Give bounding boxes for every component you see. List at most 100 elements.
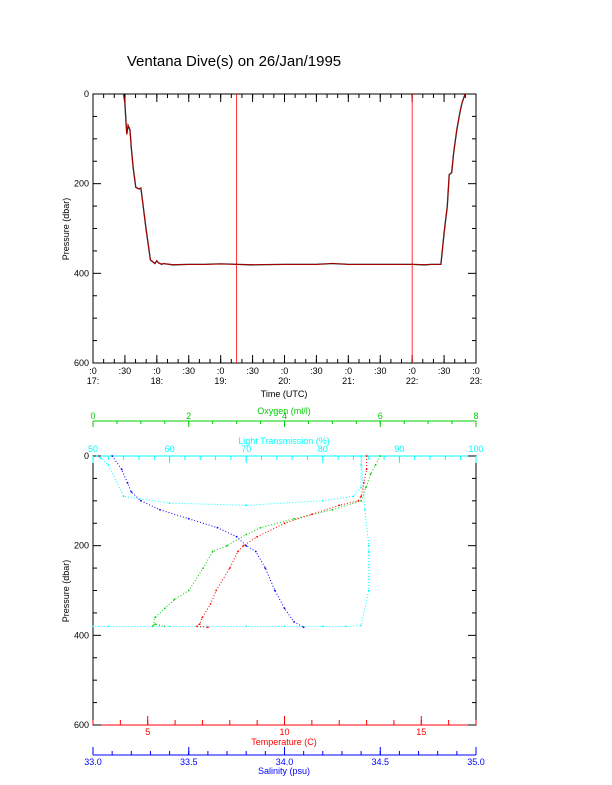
top-x-tick-label: :30 xyxy=(246,366,259,376)
salinity-tick-label: 34.5 xyxy=(371,757,389,767)
light-point xyxy=(344,625,347,628)
depth-trace-overlay xyxy=(123,93,466,266)
top-x-tick-hour: 18: xyxy=(151,376,164,386)
light-point xyxy=(283,625,286,628)
top-series xyxy=(122,93,466,266)
top-x-tick-label: :30 xyxy=(374,366,387,376)
temperature-point xyxy=(283,522,286,525)
oxygen-axis-label: Oxygen (ml/l) xyxy=(257,406,311,416)
oxygen-point xyxy=(187,589,190,592)
top-x-axis-label: Time (UTC) xyxy=(261,389,308,399)
light-point xyxy=(360,455,362,457)
oxygen-point xyxy=(154,623,157,625)
top-x-tick-label: :0 xyxy=(408,366,416,376)
light-tick-label: 100 xyxy=(468,444,483,454)
top-x-tick-label: :30 xyxy=(310,366,323,376)
light-point xyxy=(245,504,248,507)
light-point xyxy=(360,486,362,489)
oxygen-tick-label: 4 xyxy=(282,411,287,421)
oxygen-point xyxy=(173,598,176,601)
light-tick-label: 50 xyxy=(88,444,98,454)
temperature-point xyxy=(215,589,218,592)
top-y-axis: 0 200 400 600 xyxy=(74,89,476,368)
temperature-point xyxy=(256,535,258,538)
light-point xyxy=(122,495,125,498)
temperature-point xyxy=(228,567,231,569)
top-x-tick-label: :30 xyxy=(182,366,195,376)
salinity-point xyxy=(159,508,161,511)
top-y-tick-label: 0 xyxy=(84,89,89,99)
light-point xyxy=(367,589,370,592)
bottom-plot-frame xyxy=(92,455,477,726)
salinity-point xyxy=(111,455,114,457)
top-x-tick-label: :0 xyxy=(472,366,480,376)
light-tick-label: 70 xyxy=(241,444,251,454)
salinity-axis-label: Salinity (psu) xyxy=(258,766,310,776)
temperature-point xyxy=(196,625,198,628)
oxygen-tick-label: 2 xyxy=(186,411,191,421)
oxygen-point xyxy=(293,517,295,520)
top-x-tick-hour: 20: xyxy=(278,376,291,386)
salinity-point xyxy=(235,535,238,538)
top-marker-lines xyxy=(236,94,413,363)
top-x-tick-label: :0 xyxy=(281,366,289,376)
top-x-tick-hour: 22: xyxy=(406,376,419,386)
light-axis-label: Light Transmission (%) xyxy=(238,436,330,446)
temperature-point xyxy=(242,544,245,547)
salinity-point xyxy=(274,589,276,592)
light-point xyxy=(360,624,362,627)
bottom-series xyxy=(92,455,382,629)
temperature-point xyxy=(201,616,204,619)
temperature-point xyxy=(365,455,368,457)
salinity-point xyxy=(293,621,295,623)
light-point xyxy=(107,464,110,466)
temperature-tick-label: 5 xyxy=(145,727,150,737)
oxygen-point xyxy=(360,499,362,502)
top-x-tick-hour: 19: xyxy=(214,376,227,386)
light-point xyxy=(92,625,94,628)
light-point xyxy=(367,550,370,553)
top-x-tick-hour: 23: xyxy=(470,376,483,386)
top-x-tick-label: :30 xyxy=(119,366,132,376)
temperature-axis-label: Temperature (C) xyxy=(251,737,317,747)
light-point xyxy=(321,625,324,628)
top-x-tick-label: :0 xyxy=(345,366,353,376)
salinity-point xyxy=(120,468,123,471)
light-point xyxy=(360,464,362,466)
salinity-point xyxy=(302,626,305,629)
light-tick-label: 90 xyxy=(394,444,404,454)
bottom-y-axis: 0 200 400 600 xyxy=(74,451,476,730)
temperature-point xyxy=(207,626,209,629)
light-point xyxy=(364,508,366,511)
light-profile xyxy=(93,455,370,627)
bottom-y-tick-label: 600 xyxy=(74,720,89,730)
temperature-point xyxy=(357,499,360,502)
temperature-point xyxy=(338,504,341,507)
salinity-tick-label: 35.0 xyxy=(467,757,485,767)
oxygen-point xyxy=(259,526,262,529)
light-tick-label: 80 xyxy=(318,444,328,454)
salinity-tick-label: 33.5 xyxy=(180,757,198,767)
light-point xyxy=(168,625,171,628)
oxygen-point xyxy=(245,533,248,536)
top-x-axis: :017::30:018::30:019::30:020::30:021::30… xyxy=(87,94,483,386)
light-point xyxy=(352,495,355,498)
top-x-tick-hour: 21: xyxy=(342,376,355,386)
salinity-point xyxy=(245,544,248,547)
oxygen-point xyxy=(154,616,157,619)
salinity-point xyxy=(283,607,286,610)
top-y-axis-label: Pressure (dbar) xyxy=(61,198,71,261)
bottom-y-axis-label: Pressure (dbar) xyxy=(61,560,71,623)
top-x-tick-label: :0 xyxy=(217,366,225,376)
profiles-panel: 0 200 400 600 0 2 4 6 8 50 60 70 80 90 100 5 10 15 33.0 33… xyxy=(61,406,485,776)
depth-trace-line xyxy=(122,93,466,266)
bottom-y-tick-label: 0 xyxy=(84,451,89,461)
salinity-point xyxy=(140,499,142,502)
temperature-point xyxy=(311,513,313,516)
salinity-tick-label: 34.0 xyxy=(276,757,294,767)
oxygen-point xyxy=(202,567,205,569)
light-point xyxy=(168,502,171,504)
oxygen-point xyxy=(379,455,382,457)
oxygen-point xyxy=(211,550,214,553)
